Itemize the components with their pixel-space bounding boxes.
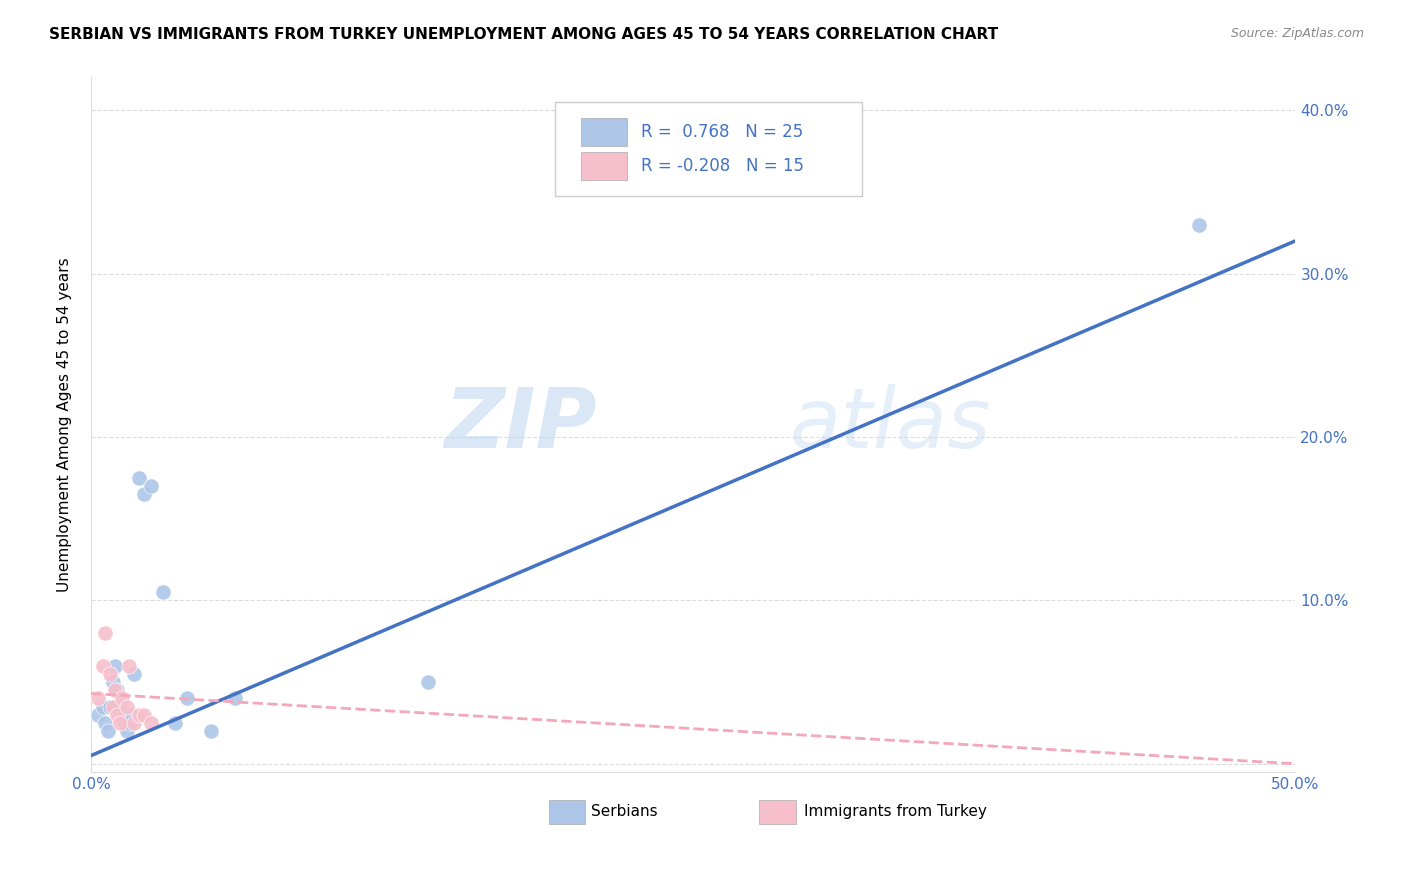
Point [107, 707, 129, 722]
FancyBboxPatch shape [555, 102, 862, 195]
Point [141, 715, 163, 730]
Point [128, 471, 150, 485]
Point [108, 715, 131, 730]
Point [101, 699, 124, 714]
Point [141, 479, 163, 493]
Point [111, 707, 134, 722]
Text: ZIP: ZIP [444, 384, 596, 466]
Point [132, 707, 155, 722]
Point [94, 715, 117, 730]
Point [104, 658, 127, 673]
Text: R =  0.768   N = 25: R = 0.768 N = 25 [641, 122, 804, 141]
Text: Serbians: Serbians [591, 804, 658, 819]
Text: Immigrants from Turkey: Immigrants from Turkey [804, 804, 987, 819]
Text: R = -0.208   N = 15: R = -0.208 N = 15 [641, 157, 804, 176]
Text: atlas: atlas [790, 384, 991, 466]
Y-axis label: Unemployment Among Ages 45 to 54 years: Unemployment Among Ages 45 to 54 years [58, 258, 72, 592]
Bar [548, 800, 585, 824]
Point [118, 658, 141, 673]
Point [224, 691, 246, 706]
Point [111, 691, 134, 706]
Point [176, 691, 198, 706]
Point [108, 699, 131, 714]
Point [98, 699, 121, 714]
Point [121, 707, 143, 722]
Point [128, 707, 150, 722]
Point [1188, 218, 1211, 232]
Point [118, 715, 141, 730]
Point [152, 585, 174, 599]
Point [165, 715, 187, 730]
Point [101, 675, 124, 690]
Bar [759, 800, 796, 824]
Point [200, 724, 222, 739]
Text: Source: ZipAtlas.com: Source: ZipAtlas.com [1230, 27, 1364, 40]
Bar [581, 118, 627, 145]
Point [104, 683, 127, 698]
Point [418, 675, 440, 690]
Point [87, 707, 110, 722]
Point [124, 667, 146, 681]
Point [98, 667, 121, 681]
Point [87, 691, 110, 706]
Point [107, 683, 129, 698]
Point [91, 658, 114, 673]
Point [91, 699, 114, 714]
Point [124, 715, 146, 730]
Point [132, 487, 155, 501]
Point [115, 724, 138, 739]
Text: SERBIAN VS IMMIGRANTS FROM TURKEY UNEMPLOYMENT AMONG AGES 45 TO 54 YEARS CORRELA: SERBIAN VS IMMIGRANTS FROM TURKEY UNEMPL… [49, 27, 998, 42]
Point [94, 626, 117, 640]
Point [115, 699, 138, 714]
Point [97, 724, 120, 739]
Point [114, 715, 136, 730]
Bar [581, 153, 627, 180]
